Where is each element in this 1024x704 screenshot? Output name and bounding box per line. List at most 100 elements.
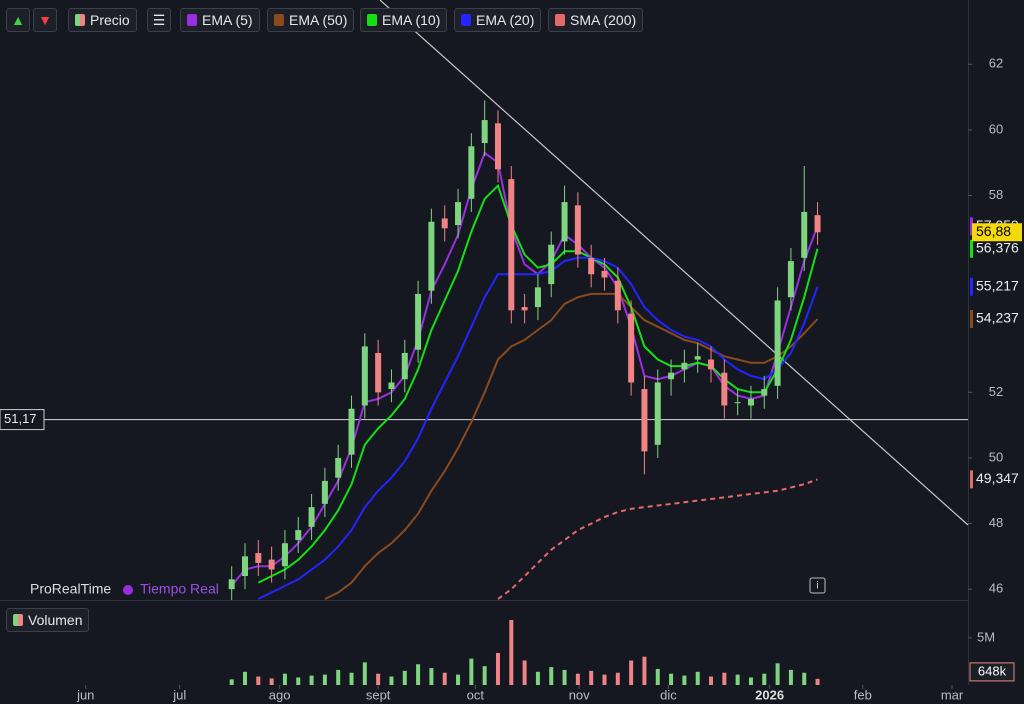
legend-item[interactable]: EMA (20) — [454, 8, 542, 32]
down-button[interactable]: ▼ — [33, 8, 57, 32]
indicators — [230, 151, 819, 600]
candle-body — [694, 356, 701, 360]
volume-bar — [535, 671, 540, 685]
candle-body — [654, 382, 661, 445]
x-tick-label: dic — [660, 687, 677, 702]
y-tick-label: 46 — [989, 581, 1003, 596]
volume-bar — [469, 658, 474, 685]
candle-body — [428, 221, 435, 291]
volume-bar — [549, 667, 554, 685]
volume-bar — [456, 674, 461, 685]
list-button[interactable]: ☰ — [147, 8, 171, 32]
legend-swatch — [187, 14, 197, 26]
candle-body — [255, 553, 262, 563]
candle-body — [388, 382, 395, 390]
candle-body — [814, 215, 821, 233]
candle-body — [708, 359, 715, 370]
x-tick-label: ago — [269, 687, 291, 702]
candle-body — [721, 372, 728, 406]
candle-body — [801, 211, 808, 258]
candle-body — [681, 362, 688, 370]
last-price-tag — [972, 223, 1022, 242]
candle-body — [441, 218, 448, 229]
legend-label: EMA (20) — [476, 12, 535, 28]
volume-bar — [788, 669, 793, 685]
candle-body — [468, 146, 475, 199]
y-tick-label: 50 — [989, 449, 1003, 464]
candle-body — [295, 530, 302, 540]
candle-body — [401, 352, 408, 380]
candles — [228, 100, 821, 600]
legend-swatch — [274, 14, 284, 26]
volume-bar — [669, 673, 674, 685]
candle-body — [281, 543, 288, 567]
candle-body — [241, 556, 248, 577]
legend-label: EMA (5) — [202, 12, 253, 28]
candle-body — [734, 402, 741, 404]
y-tick-label: 52 — [989, 384, 1003, 399]
volume-bar — [349, 672, 354, 685]
candle-body — [455, 202, 462, 226]
last-value-label: 56,376 — [976, 239, 1019, 255]
x-tick-label: sept — [366, 687, 391, 702]
last-value-label: 55,217 — [976, 278, 1019, 294]
candle-body — [534, 287, 541, 308]
volume-bar — [242, 671, 247, 685]
y-tick-label: 58 — [989, 187, 1003, 202]
last-value-tag — [970, 309, 1024, 328]
legend-label: EMA (50) — [289, 12, 348, 28]
volume-bar — [256, 676, 261, 685]
level-label: 51,17 — [4, 411, 37, 426]
last-value-stripe — [970, 277, 973, 296]
realtime-dot — [123, 585, 133, 595]
volume-bar — [642, 656, 647, 685]
y-tick-label: 48 — [989, 515, 1003, 530]
candle-body — [321, 480, 328, 504]
candle-body — [268, 559, 275, 570]
candle-body — [548, 244, 555, 285]
volume-bar — [735, 674, 740, 685]
up-button[interactable]: ▲ — [6, 8, 30, 32]
volume-bar — [722, 672, 727, 685]
volume-button[interactable]: Volumen — [6, 608, 90, 632]
last-value-tag — [970, 239, 1024, 258]
volume-last-tag — [969, 662, 1015, 682]
volume-bar — [282, 673, 287, 685]
candle-body — [774, 300, 781, 386]
info-icon[interactable] — [809, 577, 826, 594]
legend-item[interactable]: EMA (5) — [180, 8, 260, 32]
volume-bar — [376, 673, 381, 685]
legend-item[interactable]: EMA (10) — [360, 8, 448, 32]
volume-bar — [682, 675, 687, 685]
volume-bar — [389, 676, 394, 685]
indicator-line — [257, 256, 819, 600]
candle-body — [761, 389, 768, 396]
last-price-label: 56,88 — [976, 223, 1011, 239]
volume-bar — [442, 672, 447, 685]
candle-body — [361, 346, 368, 406]
volume-bar — [629, 660, 634, 685]
price-swatch — [75, 14, 85, 26]
volume-bar — [509, 619, 514, 685]
legend-label: EMA (10) — [382, 12, 441, 28]
last-value-stripe — [970, 239, 973, 258]
candle-body — [494, 123, 501, 170]
candle-body — [375, 352, 382, 393]
legend-item[interactable]: EMA (50) — [267, 8, 355, 32]
candle-body — [601, 270, 608, 278]
price-label: Precio — [90, 12, 130, 28]
volume-bar — [416, 664, 421, 685]
last-value-stripe — [970, 309, 973, 328]
last-value-label: 54,237 — [976, 310, 1019, 326]
candle-body — [481, 120, 488, 144]
volume-bar — [322, 674, 327, 685]
x-tick-label: jun — [76, 687, 94, 702]
price-button[interactable]: Precio — [68, 8, 137, 32]
volume-bar — [482, 666, 487, 685]
volume-bar — [575, 673, 580, 685]
candle-body — [335, 457, 342, 478]
candle-body — [747, 398, 754, 406]
legend-item[interactable]: SMA (200) — [548, 8, 644, 32]
